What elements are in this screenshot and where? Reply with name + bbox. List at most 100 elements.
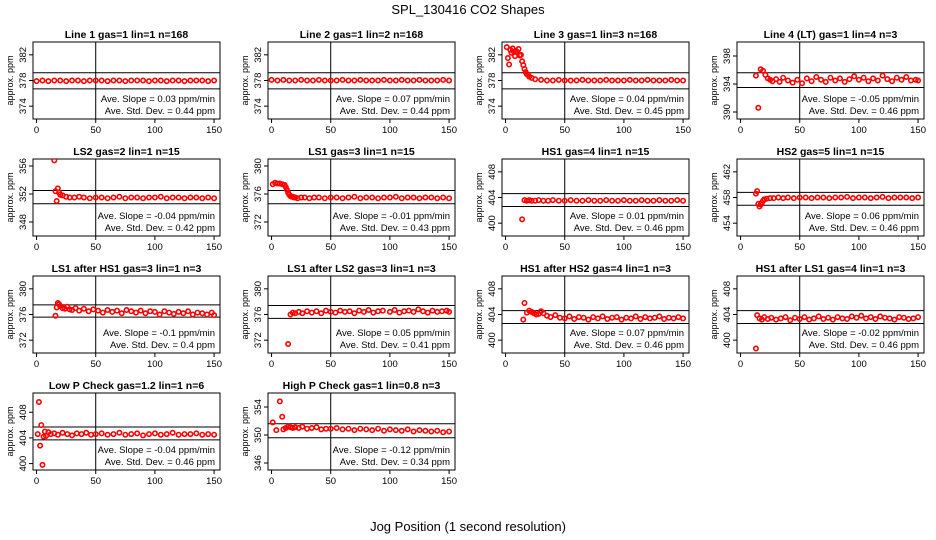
data-point [345,77,352,84]
data-point [680,197,687,204]
data-point [110,194,117,201]
data-point [122,78,129,85]
x-tick-label: 0 [34,125,39,136]
data-point [829,316,836,323]
data-point [337,307,344,314]
data-point [422,77,429,84]
slope-annotation: Ave. Slope = -0.12 ppm/min [333,445,450,456]
data-point [665,314,672,321]
data-point [151,194,158,201]
data-point [357,425,364,432]
data-point [891,194,898,201]
y-tick-label: 356 [18,158,29,174]
data-point [380,427,387,434]
data-point [889,78,896,85]
data-point [203,311,210,318]
data-point [877,313,884,320]
data-point [777,315,784,322]
data-point [637,315,644,322]
data-point [820,194,827,201]
data-point [613,314,620,321]
data-point [591,197,598,204]
y-axis-label: approx. ppm [5,55,15,105]
data-point [440,429,447,436]
data-points [33,77,218,85]
data-point [351,310,358,317]
data-point [561,197,568,204]
data-point [187,194,194,201]
panel-9: LS1 after HS1 gas=3 lin=1 n=3 0 50 100 150 37… [5,263,222,370]
data-point [618,316,625,323]
data-point [540,197,547,204]
data-point [870,75,877,82]
y-tick-label: 462 [722,164,733,180]
data-point [585,197,592,204]
data-point [573,77,580,84]
y-axis-label: approx. ppm [5,406,15,456]
y-tick-label: 454 [722,215,733,231]
data-point [775,194,782,201]
data-point [128,77,135,84]
data-point [528,197,535,204]
data-point [815,313,822,320]
data-point [915,314,922,321]
data-point [832,77,839,84]
data-point [193,77,200,84]
data-point [211,431,218,438]
data-point [597,197,604,204]
data-point [571,315,578,322]
slope-annotation: Ave. Slope = 0.07 ppm/min [570,328,684,339]
data-point [440,76,447,83]
data-points [503,44,687,84]
data-points [520,299,687,323]
data-point [57,77,64,84]
data-point [754,188,761,195]
data-point [380,76,387,83]
data-point [434,427,441,434]
data-point [594,315,601,322]
y-tick-label: 394 [722,76,733,92]
std-dev-annotation: Ave. Std. Dev. = 0.46 ppm [574,223,684,234]
x-tick-label: 50 [559,359,570,370]
data-point [773,316,780,323]
data-point [849,195,856,202]
x-tick-label: 150 [910,125,926,136]
data-point [299,310,306,317]
data-point [401,308,408,315]
data-point [405,307,412,314]
slope-annotation: Ave. Slope = 0.06 ppm/min [805,211,919,222]
data-point [668,197,675,204]
data-points [752,312,922,352]
data-point [87,431,94,438]
y-tick-label: 372 [253,214,264,230]
y-tick-label: 378 [487,73,498,89]
y-axis-label: approx. ppm [474,55,484,105]
y-tick-label: 398 [722,48,733,64]
data-point [166,309,173,316]
data-point [80,305,87,312]
data-point [181,195,188,202]
data-point [656,313,663,320]
data-point [898,76,905,83]
data-points [34,398,218,468]
x-tick-label: 50 [325,476,336,487]
data-point [434,77,441,84]
data-point [915,77,922,84]
data-point [193,194,200,201]
data-point [585,316,592,323]
data-point [867,195,874,202]
data-point [591,77,598,84]
data-point [308,424,315,431]
data-point [874,77,881,84]
panel-5: LS2 gas=2 lin=1 n=15 0 50 100 150 348 352 356ap… [5,146,222,253]
data-point [311,194,318,201]
data-point [422,427,429,434]
data-point [189,311,196,318]
data-point [363,194,370,201]
data-point [199,195,206,202]
slope-annotation: Ave. Slope = -0.04 ppm/min [98,211,215,222]
data-point [396,309,403,316]
data-point [34,431,41,438]
std-dev-annotation: Ave. Std. Dev. = 0.44 ppm [105,106,215,117]
data-point [185,308,192,315]
